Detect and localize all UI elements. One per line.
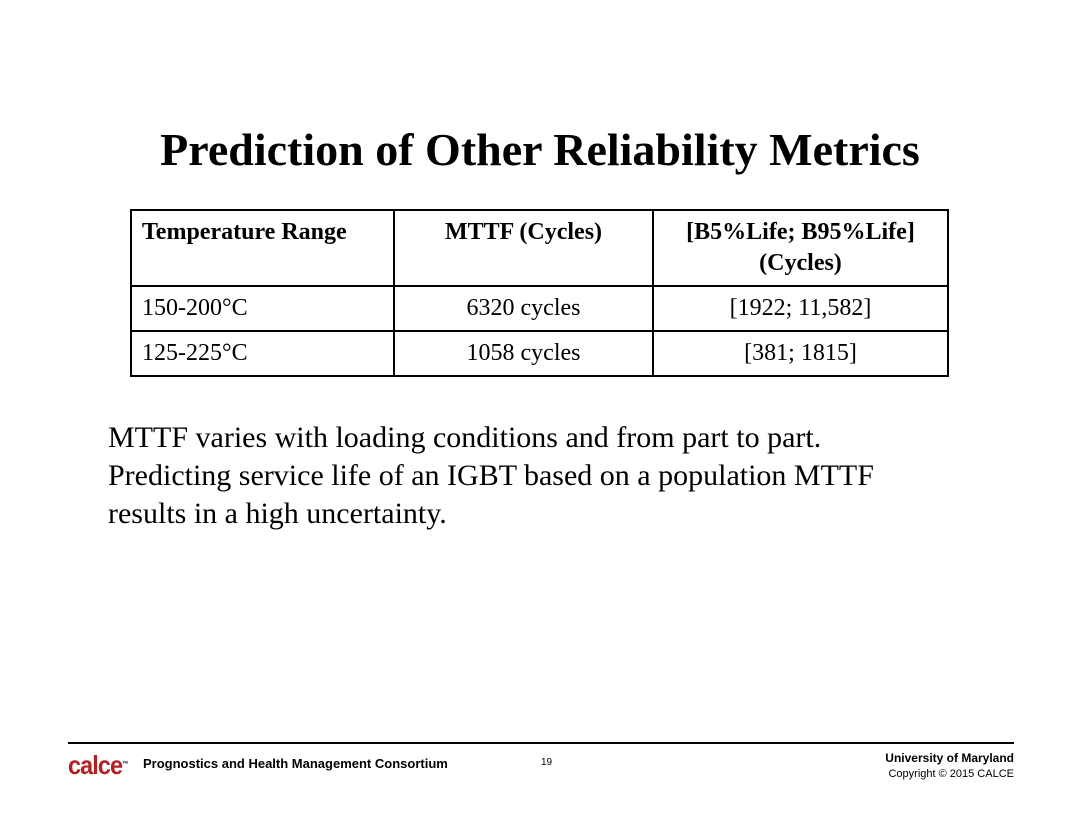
- body-paragraph: MTTF varies with loading conditions and …: [108, 419, 988, 533]
- cell-temperature-range: 125-225°C: [130, 330, 395, 377]
- page-number: 19: [541, 757, 553, 768]
- copyright-notice: Copyright © 2015 CALCE: [888, 768, 1014, 780]
- slide-title: Prediction of Other Reliability Metrics: [160, 124, 920, 175]
- calce-logo: calce™: [68, 751, 128, 779]
- body-line: Predicting service life of an IGBT based…: [108, 459, 874, 492]
- header-life-range-line1: [B5%Life; B95%Life]: [686, 219, 915, 245]
- cell-life-range: [1922; 11,582]: [652, 285, 949, 332]
- body-line: MTTF varies with loading conditions and …: [108, 421, 822, 454]
- table-row: 150-200°C 6320 cycles [1922; 11,582]: [130, 285, 949, 332]
- calce-logo-text: calce: [68, 750, 123, 780]
- header-temperature-range: Temperature Range: [130, 209, 395, 287]
- cell-temperature-range: 150-200°C: [130, 285, 395, 332]
- header-mttf: MTTF (Cycles): [393, 209, 654, 287]
- table-row: 125-225°C 1058 cycles [381; 1815]: [130, 330, 949, 377]
- trademark-mark: ™: [122, 761, 129, 768]
- cell-mttf: 6320 cycles: [393, 285, 654, 332]
- university-name: University of Maryland: [885, 751, 1014, 765]
- table-header-row: Temperature Range MTTF (Cycles) [B5%Life…: [130, 209, 949, 287]
- cell-life-range: [381; 1815]: [652, 330, 949, 377]
- header-life-range: [B5%Life; B95%Life] (Cycles): [652, 209, 949, 287]
- cell-mttf: 1058 cycles: [393, 330, 654, 377]
- body-line: results in a high uncertainty.: [108, 497, 447, 530]
- footer-divider: [68, 742, 1014, 744]
- consortium-name: Prognostics and Health Management Consor…: [143, 756, 448, 771]
- header-life-range-line2: (Cycles): [759, 250, 842, 276]
- reliability-metrics-table: Temperature Range MTTF (Cycles) [B5%Life…: [130, 209, 949, 377]
